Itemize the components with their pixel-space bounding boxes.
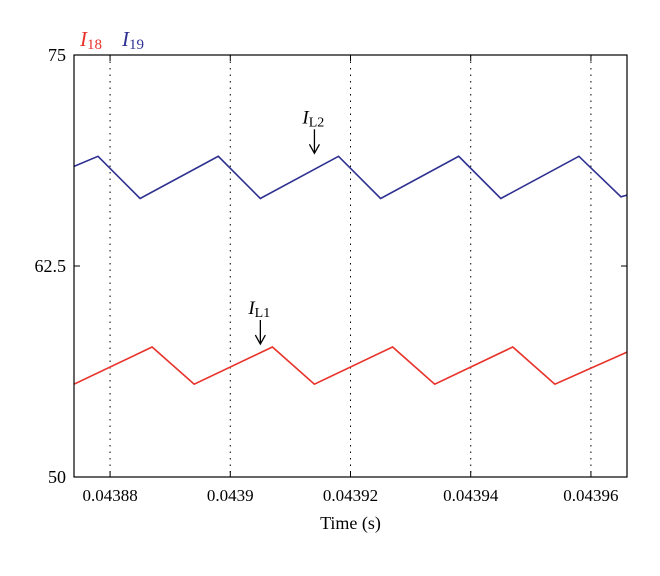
x-tick-label: 0.04394: [443, 486, 499, 505]
x-tick-label: 0.04392: [323, 486, 378, 505]
x-tick-label: 0.04388: [82, 486, 137, 505]
x-axis-label: Time (s): [320, 513, 381, 534]
y-tick-label: 50: [48, 467, 66, 487]
annotation-label-L2: IL2: [301, 107, 324, 130]
legend: I18 I19: [79, 27, 144, 53]
y-tick-label: 75: [48, 45, 66, 65]
series-line-i18: [73, 346, 628, 386]
series-line-i19: [73, 155, 628, 200]
annotation-arrowhead: [254, 334, 266, 346]
annotations: IL2 IL1: [247, 107, 324, 346]
legend-entry-19: I19: [121, 27, 144, 53]
series-layer: [73, 155, 628, 386]
x-tick-label: 0.04396: [563, 486, 618, 505]
gridlines: [109, 55, 592, 477]
y-tick-label: 62.5: [35, 256, 67, 276]
legend-entry-18: I18: [79, 27, 102, 53]
y-axis: 50 62.5 75: [35, 45, 627, 487]
annotation-label-L1: IL1: [247, 298, 270, 321]
x-tick-label: 0.0439: [207, 486, 254, 505]
x-axis: 0.04388 0.0439 0.04392 0.04394 0.04396: [82, 55, 619, 505]
annotation-arrowhead: [308, 143, 321, 155]
